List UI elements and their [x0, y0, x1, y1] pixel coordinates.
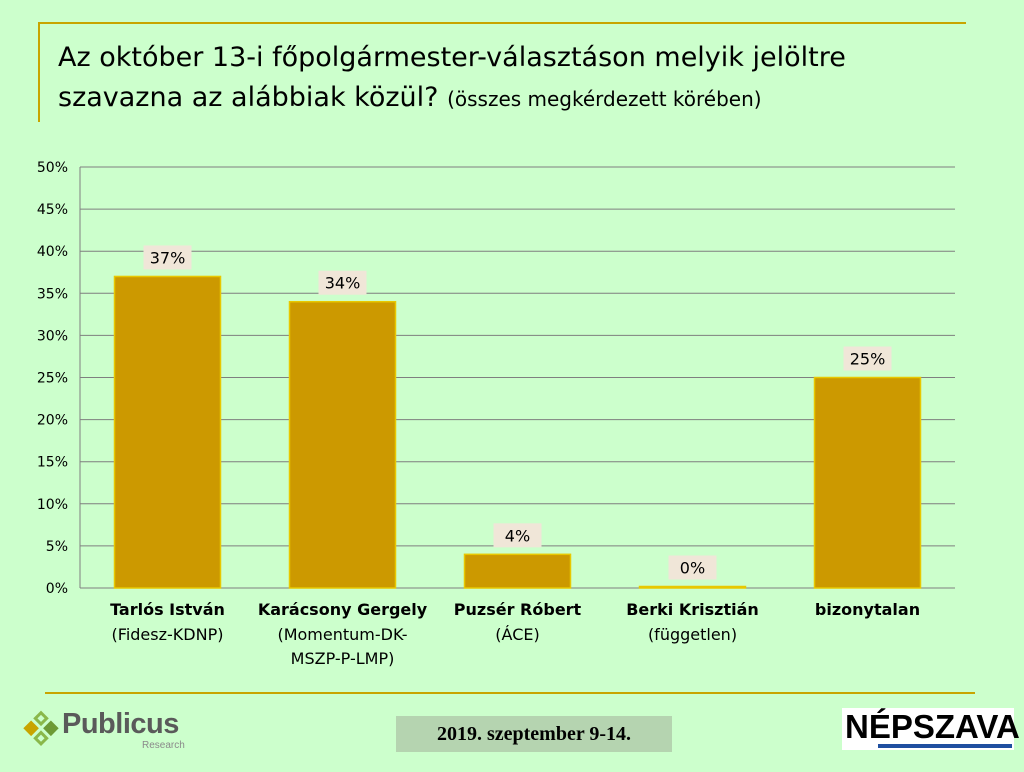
x-tick-sublabel: (független) [648, 625, 737, 644]
publicus-logo: Publicus Research [22, 706, 192, 752]
diamond-logo-icon [23, 710, 59, 746]
data-label: 0% [680, 559, 705, 578]
bar [288, 300, 397, 589]
x-tick-sublabel: (Momentum-DK- [277, 625, 407, 644]
title-text: Az október 13-i főpolgármester-választás… [58, 42, 846, 113]
y-tick-label: 0% [46, 581, 68, 597]
data-label: 4% [505, 526, 530, 545]
x-tick-label: Puzsér Róbert [454, 600, 582, 619]
data-label: 25% [850, 350, 886, 369]
y-tick-label: 25% [37, 371, 68, 387]
y-tick-label: 50% [37, 160, 68, 176]
logo-name: Publicus [62, 708, 179, 740]
bar [113, 275, 222, 589]
x-tick-sublabel: (Fidesz-KDNP) [112, 625, 224, 644]
y-tick-label: 10% [37, 497, 68, 513]
y-tick-label: 40% [37, 244, 68, 260]
y-tick-label: 35% [37, 286, 68, 302]
data-label-bg [843, 346, 892, 371]
chart-title: Az október 13-i főpolgármester-választás… [58, 38, 958, 119]
x-tick-label: bizonytalan [815, 600, 920, 619]
x-tick-label: Tarlós István [110, 600, 225, 619]
bar [813, 376, 922, 589]
title-subtitle: (összes megkérdezett körében) [447, 87, 762, 111]
x-tick-label: Karácsony Gergely [258, 600, 428, 619]
y-tick-label: 45% [37, 202, 68, 218]
brand-strip [878, 744, 1012, 748]
y-tick-label: 5% [46, 539, 68, 555]
logo-subtitle: Research [142, 740, 185, 751]
bar-chart: 0% 5% 10% 15% 20% 25% 30% 35% 40% 45% 50% 37% Tarlós… [37, 160, 955, 668]
data-label: 34% [325, 274, 361, 293]
title-frame-top [38, 22, 966, 24]
data-label-bg [668, 555, 717, 580]
y-tick-label: 20% [37, 413, 68, 429]
data-label-bg [143, 245, 192, 270]
brand-name: NÉPSZAVA [845, 708, 1020, 745]
x-tick-label: Berki Krisztián [626, 600, 759, 619]
footer-divider [45, 692, 975, 694]
data-label-bg [493, 523, 542, 548]
y-tick-label: 15% [37, 455, 68, 471]
survey-date: 2019. szeptember 9-14. [396, 716, 672, 752]
x-tick-sublabel: (ÁCE) [495, 625, 539, 644]
bar [463, 553, 572, 589]
y-tick-label: 30% [37, 328, 68, 344]
data-label-bg [318, 270, 367, 295]
title-frame-left [38, 22, 40, 122]
x-tick-sublabel: MSZP-P-LMP) [291, 649, 395, 668]
nepszava-logo: NÉPSZAVA [842, 708, 1020, 750]
bar [638, 585, 747, 589]
data-label: 37% [150, 248, 186, 267]
